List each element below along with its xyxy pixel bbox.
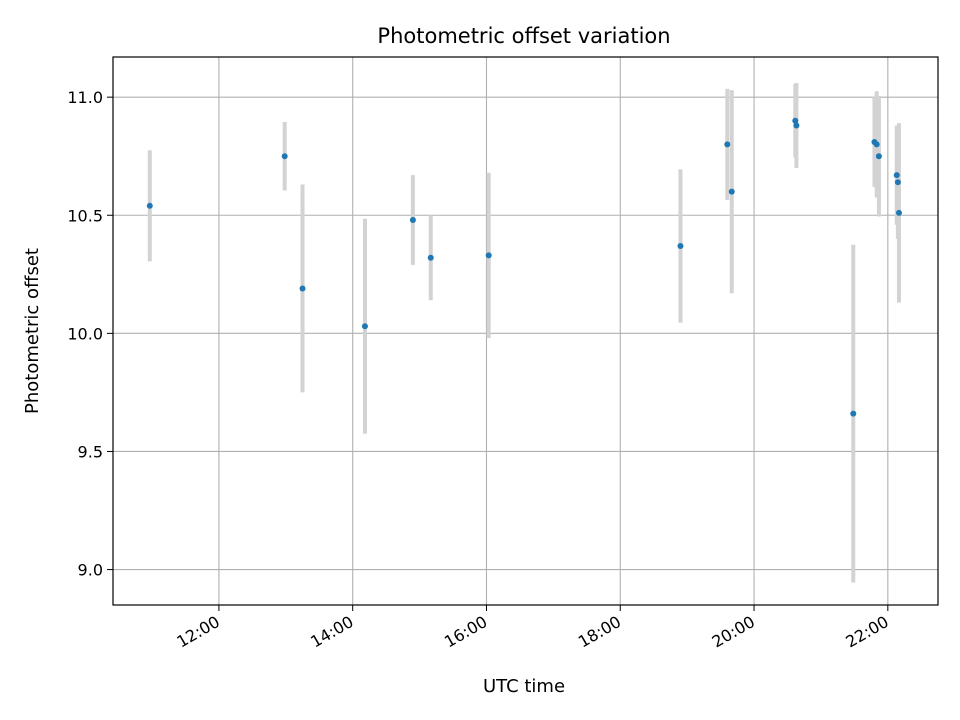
y-axis-label: Photometric offset bbox=[22, 248, 43, 414]
plot-frame bbox=[112, 56, 939, 606]
y-axis-ticks: 9.0 9.5 10.0 10.5 11.0 bbox=[67, 88, 113, 580]
y-tick-label: 11.0 bbox=[67, 88, 103, 107]
data-point bbox=[724, 141, 731, 148]
y-tick-label: 10.5 bbox=[67, 206, 103, 225]
data-point bbox=[793, 122, 800, 129]
data-point bbox=[894, 179, 901, 186]
data-point bbox=[409, 216, 416, 223]
data-point bbox=[361, 323, 368, 330]
data-point bbox=[281, 153, 288, 160]
data-point bbox=[146, 202, 153, 209]
data-point bbox=[895, 209, 902, 216]
data-point bbox=[427, 254, 434, 261]
x-axis-label: UTC time bbox=[483, 676, 565, 697]
data-point bbox=[893, 172, 900, 179]
y-tick-label: 9.0 bbox=[78, 561, 103, 580]
grid-lines bbox=[113, 57, 938, 605]
data-point bbox=[728, 188, 735, 195]
data-point bbox=[873, 141, 880, 148]
data-point bbox=[875, 153, 882, 160]
data-point bbox=[677, 242, 684, 249]
y-tick-label: 9.5 bbox=[78, 442, 103, 461]
data-point bbox=[792, 117, 799, 124]
data-point bbox=[850, 410, 857, 417]
data-point bbox=[299, 285, 306, 292]
data-point bbox=[485, 252, 492, 259]
y-tick-label: 10.0 bbox=[67, 324, 103, 343]
data-points bbox=[146, 117, 902, 417]
chart-title: Photometric offset variation bbox=[377, 24, 670, 48]
